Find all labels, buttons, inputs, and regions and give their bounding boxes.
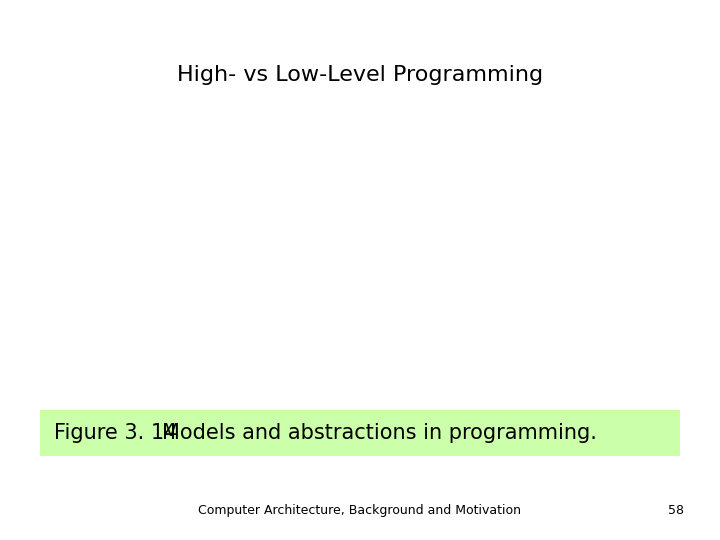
Text: Computer Architecture, Background and Motivation: Computer Architecture, Background and Mo… [199,504,521,517]
Text: High- vs Low-Level Programming: High- vs Low-Level Programming [177,65,543,85]
Text: Models and abstractions in programming.: Models and abstractions in programming. [162,423,597,443]
FancyBboxPatch shape [40,410,680,456]
Text: Figure 3. 14: Figure 3. 14 [54,423,177,443]
Text: 58: 58 [668,504,684,517]
